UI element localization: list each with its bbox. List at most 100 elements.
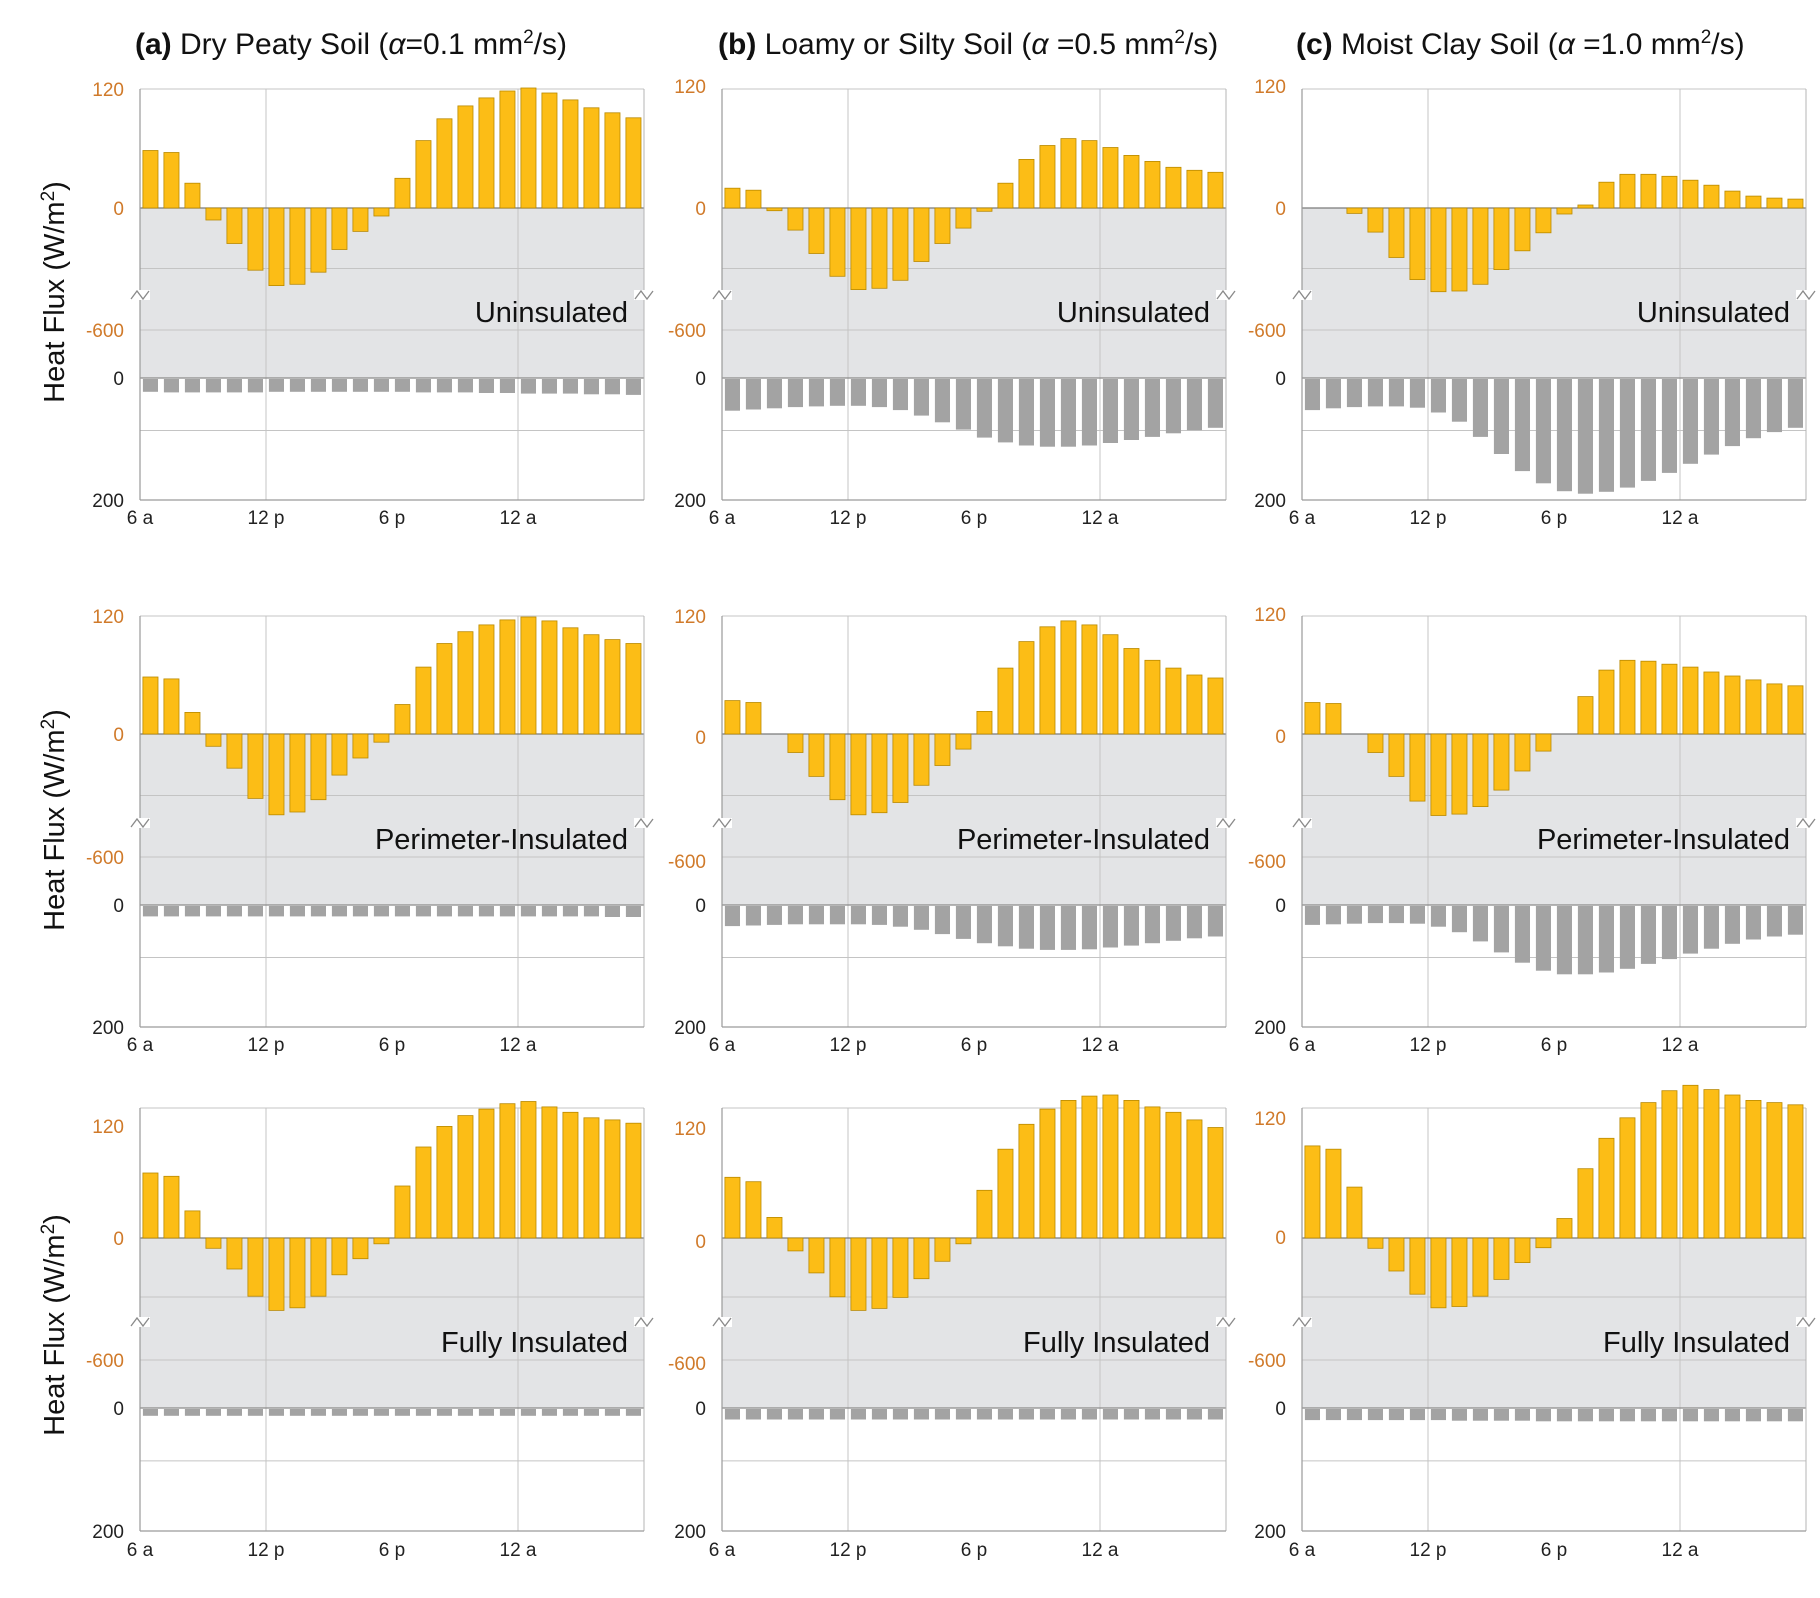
flux-bar	[268, 1237, 285, 1311]
flux-bar	[478, 97, 495, 209]
loss-bar	[1304, 1409, 1320, 1421]
flux-bar	[1619, 659, 1636, 735]
loss-bar	[1451, 379, 1467, 422]
loss-bar	[724, 1409, 740, 1420]
flux-bar	[766, 207, 783, 212]
flux-bar	[247, 207, 264, 271]
loss-bar	[1430, 906, 1446, 927]
loss-bar	[1514, 379, 1530, 472]
flux-bar	[934, 733, 951, 766]
axis-break-zigzag	[1216, 817, 1236, 829]
axis-break-zigzag	[130, 289, 150, 301]
loss-bar	[163, 906, 179, 917]
x-tick-label: 6 a	[127, 1035, 154, 1056]
loss-bar	[247, 906, 263, 917]
flux-bar	[1325, 1148, 1342, 1239]
flux-bar	[352, 1237, 369, 1260]
loss-bar	[520, 1409, 536, 1416]
heat-loss-band	[1302, 208, 1806, 378]
loss-bar	[871, 906, 887, 925]
axis-break-zigzag	[1796, 1316, 1816, 1328]
loss-bar	[1493, 906, 1509, 953]
flux-bar	[1577, 1168, 1594, 1239]
y-tick-label: 0	[1275, 896, 1286, 917]
loss-bar	[976, 906, 992, 944]
flux-bar	[1682, 666, 1699, 735]
loss-bar	[1493, 1409, 1509, 1421]
loss-bar	[766, 906, 782, 925]
loss-bar	[1346, 1409, 1362, 1421]
loss-bar	[1165, 379, 1181, 434]
y-tick-label: 0	[113, 1399, 124, 1420]
flux-bar	[955, 207, 972, 229]
x-tick-label: 12 p	[248, 1540, 285, 1561]
loss-bar	[478, 1409, 494, 1416]
flux-bar	[142, 676, 159, 735]
x-tick-label: 12 p	[830, 1540, 867, 1561]
loss-bar	[745, 906, 761, 926]
loss-bar	[934, 906, 950, 935]
x-tick-label: 6 a	[1289, 1035, 1316, 1056]
flux-bar	[1367, 207, 1384, 233]
flux-bar	[1165, 166, 1182, 209]
loss-bar	[1144, 906, 1160, 944]
loss-bar	[1304, 379, 1320, 411]
scenario-label: Uninsulated	[1637, 297, 1790, 329]
x-tick-label: 6 p	[1541, 508, 1567, 529]
loss-bar	[1703, 906, 1719, 949]
loss-bar	[184, 379, 200, 393]
flux-bar	[871, 733, 888, 814]
loss-bar	[394, 379, 410, 392]
flux-bar	[1144, 1106, 1161, 1239]
heat-loss-band	[722, 208, 1226, 378]
loss-bar	[1325, 906, 1341, 925]
loss-bar	[1766, 906, 1782, 937]
flux-bar	[1535, 733, 1552, 752]
loss-bar	[205, 379, 221, 393]
flux-bar	[205, 733, 222, 747]
flux-bar	[163, 152, 180, 209]
loss-bar	[850, 379, 866, 406]
flux-bar	[436, 1126, 453, 1239]
flux-bar	[1123, 154, 1140, 209]
loss-bar	[457, 379, 473, 393]
y-tick-label: 0	[1275, 1399, 1286, 1420]
loss-bar	[1060, 906, 1076, 950]
loss-bar	[310, 1409, 326, 1416]
x-tick-label: 6 p	[961, 1540, 987, 1561]
loss-bar	[1661, 1409, 1677, 1422]
heat-loss-band	[140, 734, 644, 905]
flux-bar	[541, 92, 558, 209]
y-tick-label: -600	[86, 321, 124, 342]
x-tick-label: 6 p	[961, 1035, 987, 1056]
flux-bar	[1018, 1123, 1035, 1239]
loss-bar	[247, 379, 263, 393]
flux-bar	[1165, 1111, 1182, 1239]
y-tick-label: 120	[1254, 77, 1286, 98]
flux-bar	[268, 733, 285, 816]
x-tick-label: 12 a	[1082, 508, 1119, 529]
flux-bar	[1766, 683, 1783, 735]
y-tick-label: 120	[92, 80, 124, 101]
flux-bar	[604, 112, 621, 209]
flux-bar	[955, 733, 972, 750]
y-tick-label: 120	[1254, 1109, 1286, 1130]
flux-bar	[766, 1217, 783, 1239]
flux-bar	[247, 733, 264, 799]
flux-bar	[1577, 696, 1594, 735]
flux-bar	[1081, 624, 1098, 735]
loss-bar	[1766, 379, 1782, 433]
loss-bar	[1493, 379, 1509, 454]
flux-bar	[1123, 648, 1140, 735]
flux-bar	[892, 1237, 909, 1298]
loss-bar	[1409, 379, 1425, 408]
flux-bar	[184, 712, 201, 735]
axis-break-zigzag	[634, 817, 654, 829]
axis-break-zigzag	[1216, 289, 1236, 301]
loss-bar	[1472, 379, 1488, 437]
loss-bar	[913, 1409, 929, 1420]
flux-bar	[1703, 671, 1720, 735]
